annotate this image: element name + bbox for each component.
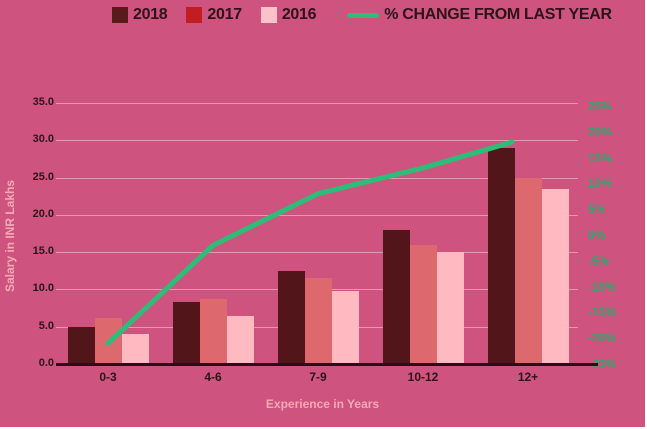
left-axis-tick: 20.0 (32, 207, 54, 220)
legend-square-swatch-icon (112, 7, 128, 23)
right-axis-tick: 5% (588, 202, 606, 217)
legend-label: % CHANGE FROM LAST YEAR (384, 6, 612, 23)
legend-square-swatch-icon (186, 7, 203, 23)
x-tick-0-3: 0-3 (99, 370, 117, 384)
bar-2016-7-9 (331, 290, 359, 364)
x-tick-7-9: 7-9 (309, 370, 327, 384)
left-axis-title: Salary in INR Lakhs (3, 179, 17, 293)
right-axis-tick: 0% (588, 228, 606, 242)
bar-2016-10-12 (436, 252, 464, 364)
left-axis-tick: 30.0 (32, 133, 54, 146)
left-axis-tick: 35.0 (32, 96, 54, 108)
legend-square-swatch-icon (260, 7, 277, 23)
legend-item-2016: 2016 (260, 6, 317, 24)
left-axis-tick: 5.0 (38, 319, 54, 332)
bar-2018-0-3 (67, 326, 95, 364)
x-tick-12+: 12+ (517, 370, 539, 384)
x-tick-4-6: 4-6 (204, 370, 222, 384)
legend-line-swatch-icon (347, 12, 380, 18)
bar-2017-4-6 (199, 299, 227, 364)
bar-2016-12+ (541, 188, 569, 364)
legend-label: 2018 (133, 6, 168, 23)
right-axis-tick: -5% (588, 253, 610, 268)
bar-2017-0-3 (94, 317, 122, 364)
legend-label: 2016 (281, 6, 317, 23)
bar-2017-12+ (514, 177, 542, 364)
bar-2016-4-6 (226, 315, 254, 364)
right-axis-tick: 10% (588, 176, 613, 191)
left-axis-tick: 25.0 (32, 170, 54, 183)
right-axis-tick: -20% (588, 331, 617, 346)
right-axis-tick: 15% (588, 150, 613, 165)
bar-2018-7-9 (277, 270, 305, 364)
right-axis-tick: 20% (588, 124, 613, 139)
legend-item-2017: 2017 (186, 6, 242, 24)
gridline (56, 103, 578, 104)
right-axis-tick: 25% (588, 99, 613, 113)
legend-item-2018: 2018 (112, 6, 168, 24)
right-axis-tick: -10% (588, 279, 617, 294)
x-axis-title: Experience in Years (265, 397, 380, 411)
chart-legend: 2018 2017 2016 % CHANGE FROM LAST YEAR (112, 6, 612, 24)
legend-item--change-from-last-year: % CHANGE FROM LAST YEAR (347, 6, 612, 24)
right-axis-tick: -25% (588, 357, 617, 371)
bar-2017-7-9 (304, 278, 332, 364)
left-axis-tick: 10.0 (32, 282, 54, 295)
bar-2018-10-12 (382, 229, 410, 364)
legend-label: 2017 (207, 6, 242, 23)
gridline (56, 140, 578, 142)
bar-2016-0-3 (121, 334, 149, 364)
bar-2017-10-12 (409, 244, 437, 364)
bar-2018-4-6 (172, 302, 200, 364)
right-axis-tick: -15% (588, 305, 617, 320)
x-tick-10-12: 10-12 (407, 370, 439, 384)
left-axis-tick: 0.0 (38, 357, 54, 369)
x-axis-line (56, 363, 598, 366)
left-axis-tick: 15.0 (32, 245, 54, 258)
bar-2018-12+ (487, 147, 515, 364)
